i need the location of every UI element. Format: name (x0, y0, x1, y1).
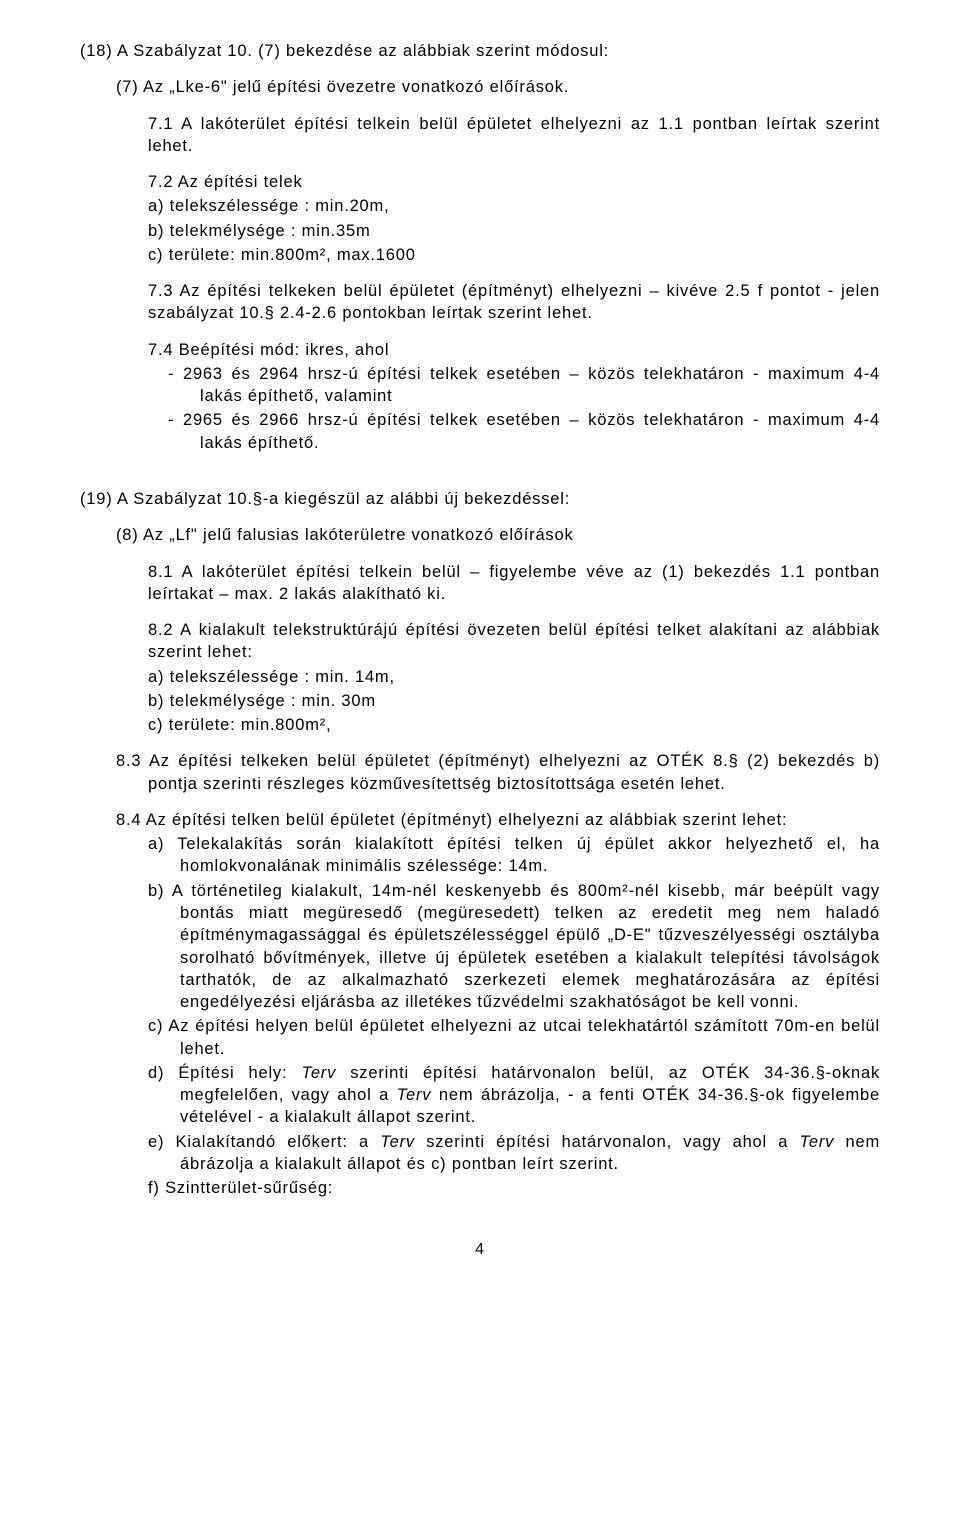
para-8-4-e: e) Kialakítandó előkert: a Terv szerinti… (80, 1131, 880, 1176)
para-7-2-b: b) telekmélysége : min.35m (80, 220, 880, 242)
section-19-intro: (19) A Szabályzat 10.§-a kiegészül az al… (80, 488, 880, 510)
para-8-4-f: f) Szintterület-sűrűség: (80, 1177, 880, 1199)
para-8-4-c: c) Az építési helyen belül épületet elhe… (80, 1015, 880, 1060)
para-8-intro: (8) Az „Lf" jelű falusias lakóterületre … (80, 524, 880, 546)
para-7-2-c: c) területe: min.800m², max.1600 (80, 244, 880, 266)
para-8-2-b: b) telekmélysége : min. 30m (80, 690, 880, 712)
para-8-4-head: 8.4 Az építési telken belül épületet (ép… (80, 809, 880, 831)
para-8-4-d: d) Építési hely: Terv szerinti építési h… (80, 1062, 880, 1129)
italic-terv: Terv (301, 1064, 336, 1082)
italic-terv: Terv (397, 1086, 432, 1104)
para-8-4-b: b) A történetileg kialakult, 14m-nél kes… (80, 880, 880, 1014)
para-7-intro: (7) Az „Lke-6" jelű építési övezetre von… (80, 76, 880, 98)
page-container: (18) A Szabályzat 10. (7) bekezdése az a… (0, 0, 960, 1301)
para-7-1: 7.1 A lakóterület építési telkein belül … (80, 113, 880, 158)
italic-terv: Terv (800, 1133, 835, 1151)
spacer (80, 468, 880, 488)
para-7-4-item2: - 2965 és 2966 hrsz-ú építési telkek ese… (80, 409, 880, 454)
para-8-1: 8.1 A lakóterület építési telkein belül … (80, 561, 880, 606)
text-fragment: d) Építési hely: (148, 1064, 301, 1082)
para-7-2-head: 7.2 Az építési telek (80, 171, 880, 193)
para-8-4-a: a) Telekalakítás során kialakított építé… (80, 833, 880, 878)
para-8-3: 8.3 Az építési telkeken belül épületet (… (80, 750, 880, 795)
para-7-3: 7.3 Az építési telkeken belül épületet (… (80, 280, 880, 325)
section-18-intro: (18) A Szabályzat 10. (7) bekezdése az a… (80, 40, 880, 62)
text-fragment: e) Kialakítandó előkert: a (148, 1133, 380, 1151)
para-7-4-item1: - 2963 és 2964 hrsz-ú építési telkek ese… (80, 363, 880, 408)
page-number: 4 (80, 1239, 880, 1261)
para-7-4-head: 7.4 Beépítési mód: ikres, ahol (80, 339, 880, 361)
para-7-2-a: a) telekszélessége : min.20m, (80, 195, 880, 217)
text-fragment: szerinti építési határvonalon, vagy ahol… (415, 1133, 800, 1151)
italic-terv: Terv (380, 1133, 415, 1151)
para-8-2-a: a) telekszélessége : min. 14m, (80, 666, 880, 688)
para-8-2-head: 8.2 A kialakult telekstruktúrájú építési… (80, 619, 880, 664)
para-8-2-c: c) területe: min.800m², (80, 714, 880, 736)
